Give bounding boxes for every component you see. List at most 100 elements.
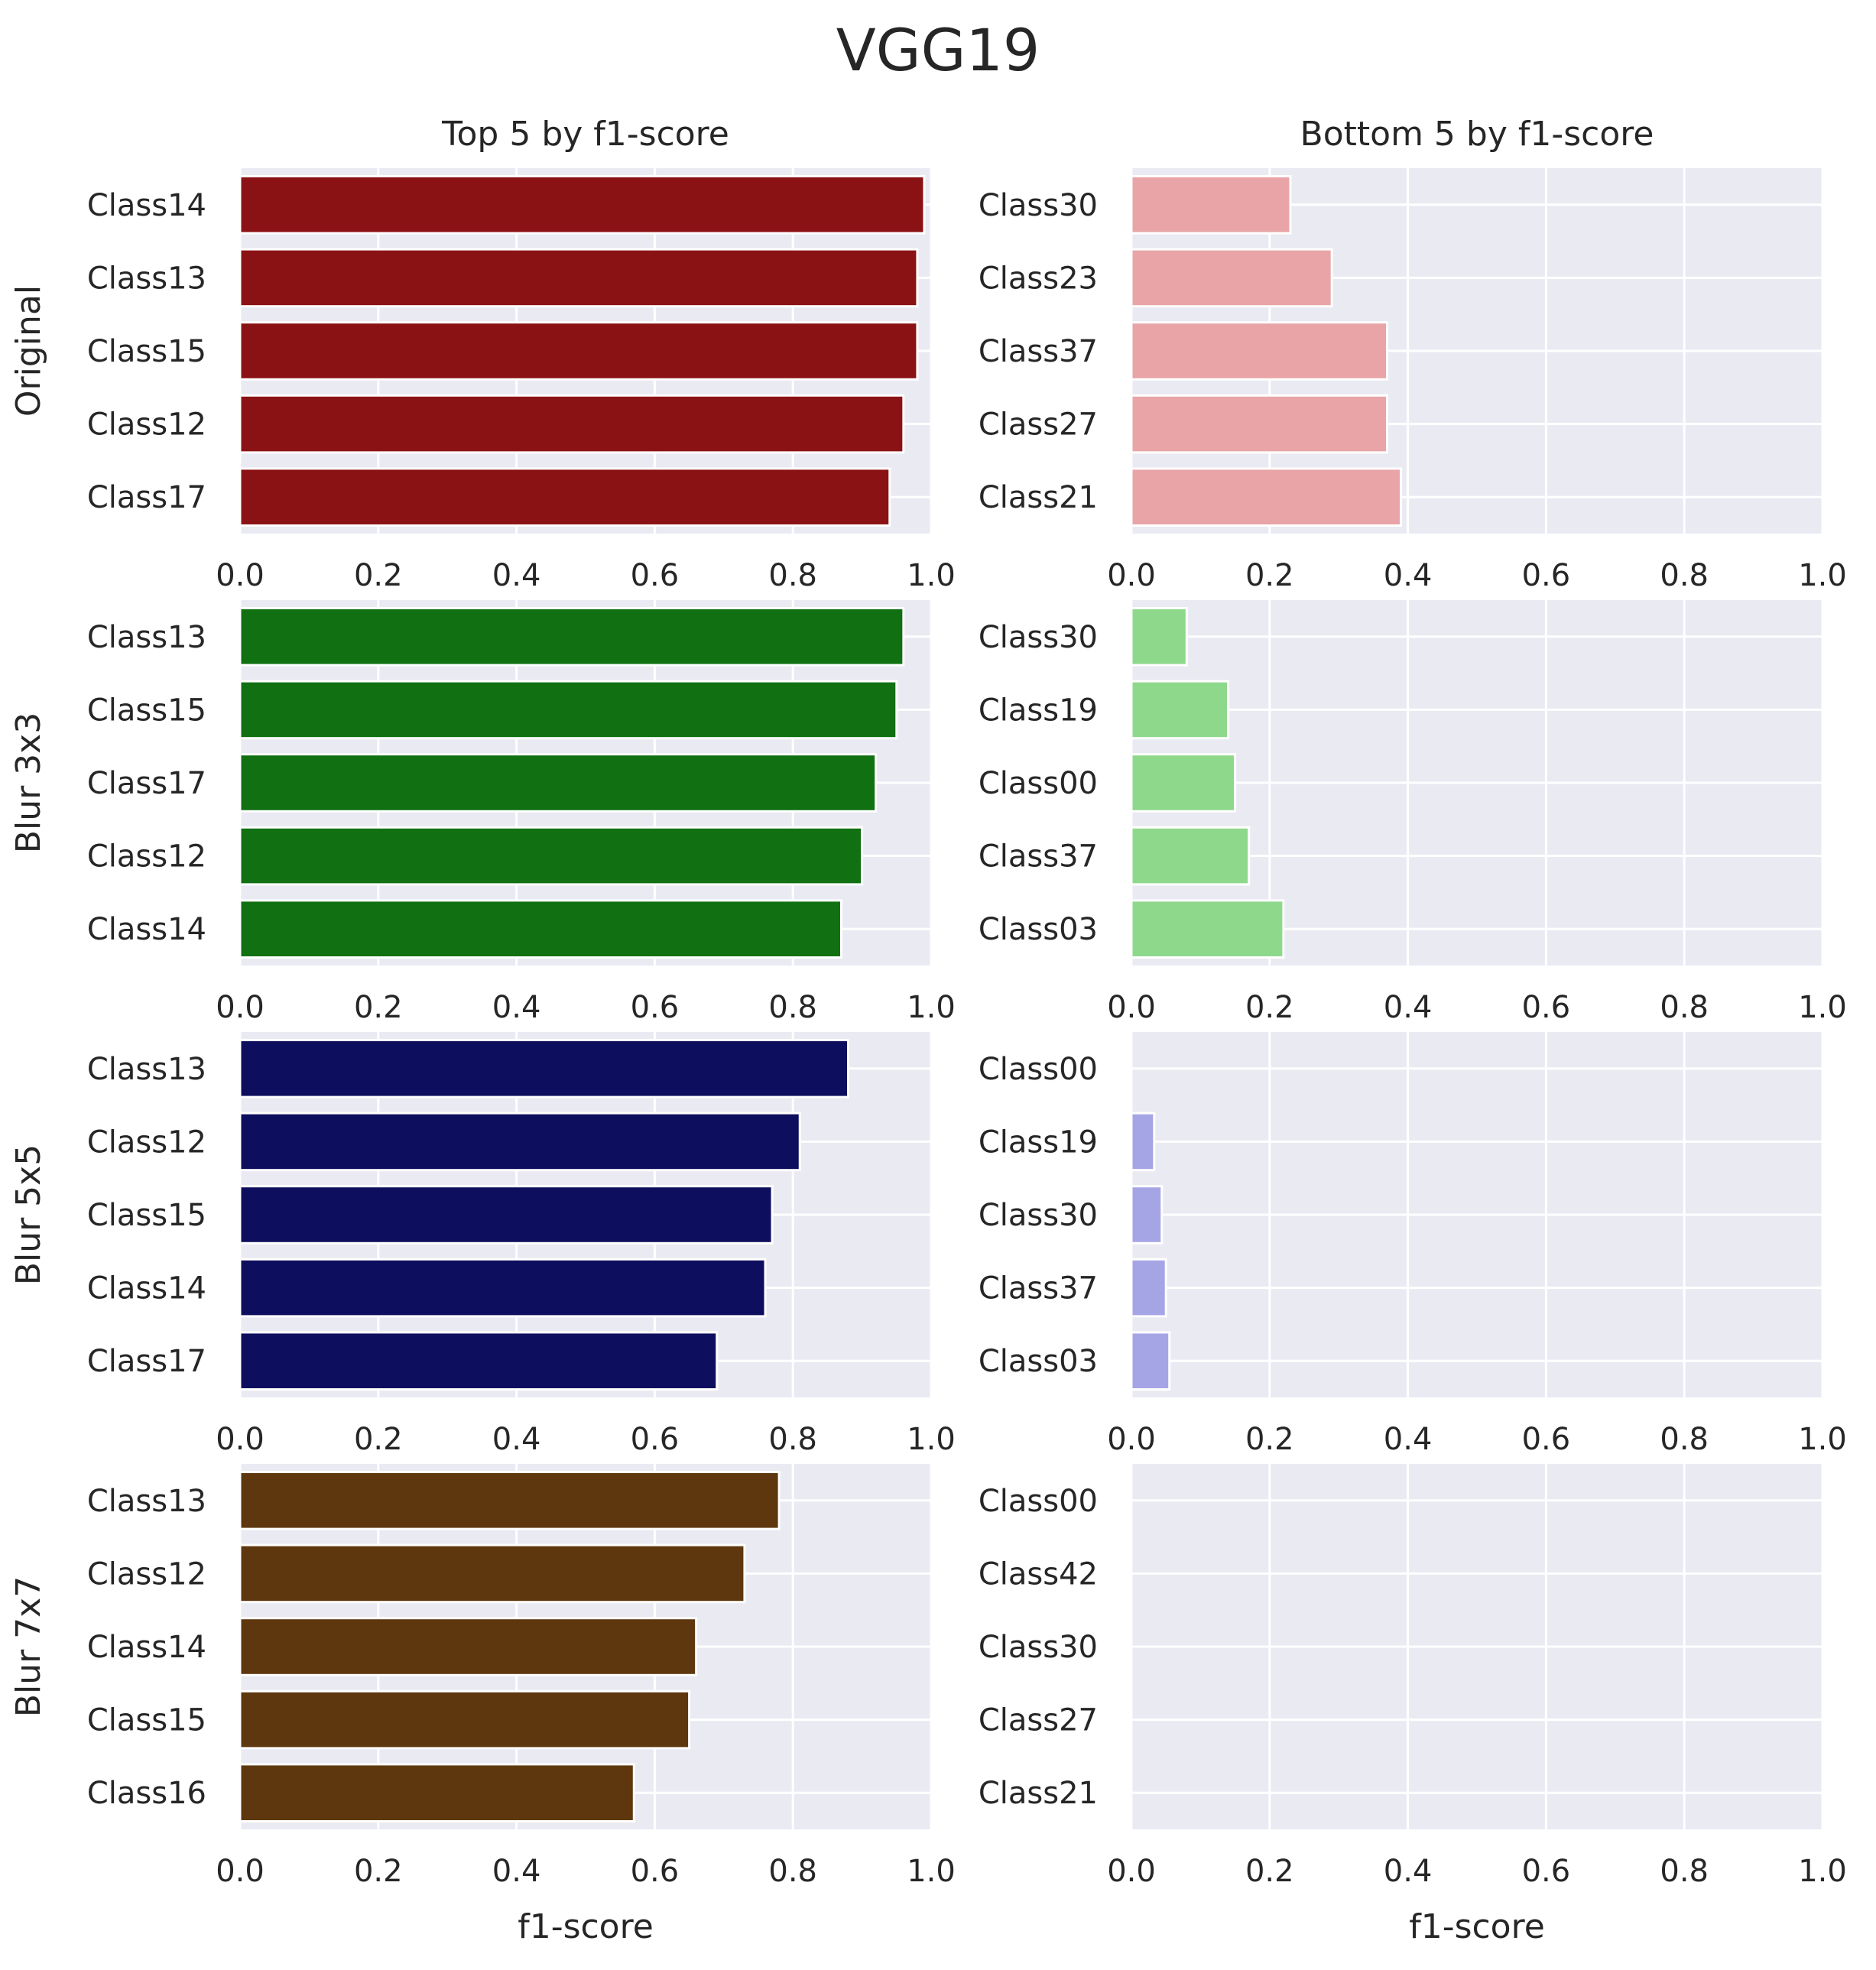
y-tick-label: Class23 (979, 261, 1098, 296)
bar (239, 175, 926, 235)
x-tick-label: 0.2 (1245, 990, 1294, 1025)
x-tick-label: 0.6 (1522, 1422, 1571, 1457)
panel-2-top: 0.0 0.2 0.4 0.6 0.8 1.0 Class13 Class15 Class17 C… (9, 600, 956, 1025)
x-tick-label: 1.0 (1798, 1422, 1847, 1457)
bar (1130, 1258, 1167, 1318)
bar (239, 1258, 767, 1318)
row-label: Original (9, 285, 48, 417)
x-tick-label: 0.8 (1660, 990, 1709, 1025)
bar (1130, 248, 1333, 308)
bar (1130, 826, 1251, 886)
x-tick-label: 0.4 (1384, 558, 1433, 593)
bar (1130, 680, 1230, 740)
x-tick-label: 0.0 (1107, 1854, 1156, 1889)
bar (239, 607, 905, 667)
x-tick-label: 0.4 (492, 1422, 541, 1457)
x-tick-label: 0.0 (216, 1422, 265, 1457)
bar (239, 1185, 774, 1245)
y-tick-label: Class17 (87, 766, 206, 801)
x-tick-label: 0.8 (768, 558, 817, 593)
y-tick-label: Class14 (87, 912, 206, 947)
y-tick-label: Class19 (979, 1125, 1098, 1160)
y-tick-label: Class21 (979, 480, 1098, 515)
x-tick-label: 0.6 (631, 558, 680, 593)
y-tick-label: Class37 (979, 839, 1098, 875)
panel-4-top: 0.0 0.2 0.4 0.6 0.8 1.0 Class13 Class12 Class14 C… (9, 1464, 956, 1889)
x-tick-label: 0.0 (1107, 1422, 1156, 1457)
x-tick-label: 0.6 (631, 1854, 680, 1889)
x-tick-label: 0.0 (1107, 558, 1156, 593)
y-tick-label: Class03 (979, 1344, 1098, 1379)
x-tick-label: 1.0 (1798, 1854, 1847, 1889)
y-tick-label: Class12 (87, 407, 206, 443)
bar (239, 467, 891, 527)
bar (239, 1471, 781, 1530)
y-tick-label: Class14 (87, 188, 206, 223)
x-tick-label: 0.4 (1384, 990, 1433, 1025)
y-tick-label: Class30 (979, 188, 1098, 223)
x-tick-label: 0.6 (1522, 990, 1571, 1025)
x-tick-label: 0.0 (216, 990, 265, 1025)
bar (1130, 1331, 1171, 1391)
bar (1130, 467, 1403, 527)
x-tick-label: 0.4 (492, 1854, 541, 1889)
y-tick-label: Class15 (87, 334, 206, 369)
x-axis-label-right: f1-score (1409, 1907, 1545, 1946)
x-tick-label: 0.2 (354, 990, 403, 1025)
y-tick-label: Class12 (87, 839, 206, 875)
x-tick-label: 0.2 (354, 1422, 403, 1457)
bar (239, 1112, 801, 1172)
row-label: Blur 3x3 (9, 712, 48, 853)
x-tick-label: 0.2 (1245, 558, 1294, 593)
column-title-bottom: Bottom 5 by f1-score (1300, 115, 1654, 154)
x-tick-label: 1.0 (1798, 990, 1847, 1025)
bar (239, 1617, 698, 1676)
bar (239, 680, 898, 740)
y-tick-label: Class17 (87, 1344, 206, 1379)
x-tick-label: 0.4 (492, 558, 541, 593)
bar (1130, 899, 1285, 959)
column-title-top: Top 5 by f1-score (441, 115, 729, 154)
y-tick-label: Class00 (979, 1052, 1098, 1087)
x-tick-label: 0.6 (1522, 1854, 1571, 1889)
y-tick-label: Class00 (979, 766, 1098, 801)
row-label: Blur 7x7 (9, 1576, 48, 1717)
bar (239, 1039, 850, 1099)
x-tick-label: 0.0 (1107, 990, 1156, 1025)
y-tick-label: Class14 (87, 1271, 206, 1306)
x-tick-label: 0.0 (216, 558, 265, 593)
bar (239, 1763, 635, 1822)
x-tick-label: 0.2 (354, 558, 403, 593)
y-tick-label: Class12 (87, 1125, 206, 1160)
y-tick-label: Class13 (87, 1052, 206, 1087)
y-tick-label: Class17 (87, 480, 206, 515)
x-tick-label: 1.0 (907, 558, 956, 593)
panel-1-top: 0.0 0.2 0.4 0.6 0.8 1.0 Class14 Class13 Class15 C… (9, 168, 956, 593)
x-tick-label: 1.0 (907, 1854, 956, 1889)
x-tick-label: 0.4 (1384, 1422, 1433, 1457)
panels: 0.0 0.2 0.4 0.6 0.8 1.0 Class14 Class13 Class15 C… (9, 168, 1847, 1889)
bar (239, 321, 919, 381)
bar (239, 248, 919, 308)
bar (1130, 753, 1237, 813)
y-tick-label: Class30 (979, 1198, 1098, 1233)
x-tick-label: 0.2 (1245, 1422, 1294, 1457)
y-tick-label: Class12 (87, 1556, 206, 1592)
x-tick-label: 0.6 (631, 1422, 680, 1457)
bar (239, 1689, 691, 1750)
bar (239, 899, 842, 959)
row-label: Blur 5x5 (9, 1144, 48, 1285)
x-tick-label: 0.8 (1660, 558, 1709, 593)
bar (239, 1331, 719, 1391)
y-tick-label: Class03 (979, 912, 1098, 947)
x-tick-label: 1.0 (1798, 558, 1847, 593)
y-tick-label: Class14 (87, 1630, 206, 1665)
x-tick-label: 0.6 (631, 990, 680, 1025)
bar (1130, 1185, 1164, 1245)
bar (1130, 394, 1388, 454)
x-tick-label: 1.0 (907, 1422, 956, 1457)
figure-title: VGG19 (836, 16, 1040, 84)
bar (1130, 175, 1292, 235)
y-tick-label: Class37 (979, 1271, 1098, 1306)
